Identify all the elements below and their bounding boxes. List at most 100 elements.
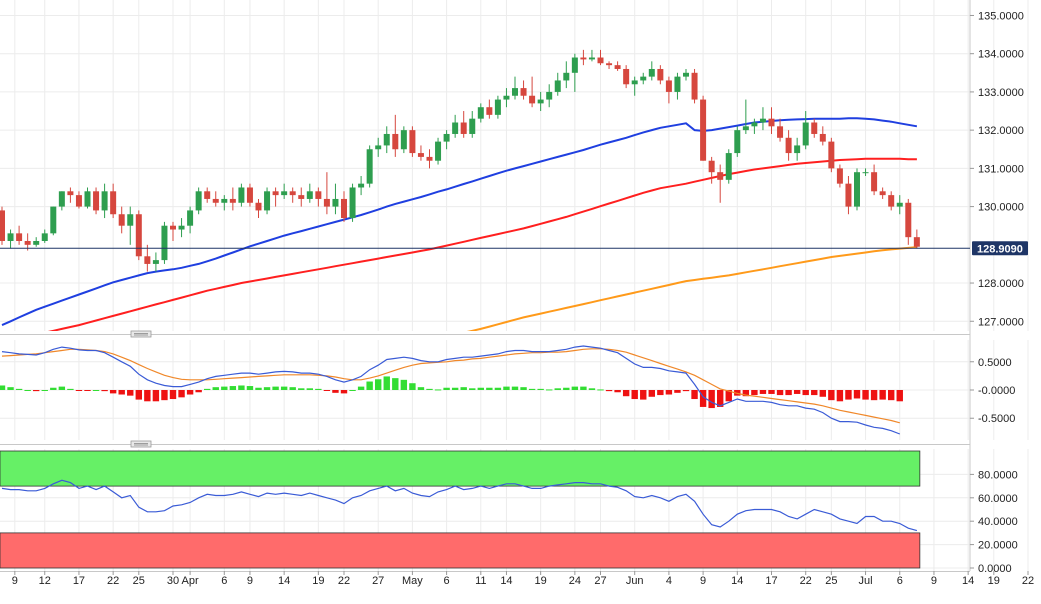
macd-histogram-bar: [563, 387, 570, 390]
macd-histogram-bar: [323, 390, 331, 391]
candle-body: [811, 122, 818, 134]
candle-body: [913, 237, 920, 247]
macd-histogram-bar: [759, 390, 767, 394]
macd-histogram-bar: [451, 387, 459, 390]
candle-body: [691, 72, 698, 100]
macd-histogram-bar: [511, 386, 519, 390]
candle-body: [323, 198, 330, 207]
candle-body: [246, 187, 253, 203]
candle-body: [802, 122, 809, 146]
current-price-badge: [972, 241, 1028, 256]
macd-histogram-bar: [828, 390, 835, 401]
candle-body: [110, 191, 117, 215]
x-tick-label: 25: [133, 575, 145, 587]
price-tick-label: 132.0000: [978, 125, 1024, 137]
macd-histogram-bar: [212, 387, 219, 390]
candle-body: [118, 214, 125, 226]
macd-histogram-bar: [375, 379, 382, 390]
macd-histogram-bar: [298, 388, 305, 390]
candle-body: [819, 133, 826, 142]
candle-body: [212, 198, 219, 203]
candle-body: [871, 172, 878, 192]
x-tick-label: 17: [765, 575, 777, 587]
price-tick-label: 131.0000: [978, 163, 1024, 175]
macd-series: [0, 345, 903, 435]
x-tick-label: 19: [312, 575, 324, 587]
x-tick-label: 4: [666, 575, 672, 587]
candle-body: [529, 95, 536, 104]
macd-histogram-bar: [793, 390, 801, 394]
macd-histogram-bar: [819, 390, 826, 397]
macd-histogram-bar: [605, 390, 613, 392]
macd-histogram-bar: [0, 385, 6, 390]
macd-histogram-bar: [896, 390, 903, 402]
candle-body: [67, 191, 74, 196]
x-tick-label: 19: [535, 575, 547, 587]
candle-body: [358, 183, 365, 188]
macd-histogram-bar: [537, 388, 544, 390]
candle-body: [648, 68, 655, 77]
macd-histogram-bar: [588, 388, 596, 390]
candle-body: [862, 172, 869, 174]
candle-body: [33, 240, 40, 245]
candle-body: [905, 202, 912, 238]
candle-body: [16, 233, 23, 241]
macd-histogram-bar: [101, 390, 108, 392]
macd-histogram-bar: [238, 385, 245, 390]
macd-histogram-bar: [657, 390, 664, 396]
macd-histogram-bar: [674, 390, 681, 393]
price-grid: [0, 0, 1029, 331]
x-tick-label: 9: [700, 575, 706, 587]
date-axis: 9 12 17 22 25 30 Apr 6 9 14 19 22 27 May 6 11 14 19 24 27 Ju…: [12, 571, 1034, 587]
macd-histogram-bar: [280, 386, 288, 390]
macd-tick-label: -0.0000: [978, 385, 1015, 397]
candle-body: [435, 141, 442, 161]
price-tick-label: 127.0000: [978, 316, 1024, 328]
macd-histogram-bar: [554, 388, 561, 390]
candle-body: [734, 130, 741, 154]
macd-histogram-bar: [426, 388, 433, 390]
macd-histogram-bar: [811, 390, 818, 396]
x-tick-label: 6: [221, 575, 227, 587]
candle-body: [383, 133, 390, 146]
macd-histogram-bar: [742, 390, 750, 397]
candle-body: [708, 160, 715, 173]
x-tick-label: 14: [731, 575, 743, 587]
x-tick-label: Apr: [182, 575, 199, 587]
candle-body: [777, 126, 784, 138]
pane-resize-handle-2[interactable]: [130, 440, 152, 448]
macd-histogram-bar: [640, 390, 647, 400]
macd-histogram-bar: [546, 389, 553, 391]
macd-histogram-bar: [409, 383, 416, 390]
candle-body: [700, 99, 707, 161]
macd-histogram-bar: [92, 390, 100, 391]
candle-body: [75, 195, 82, 207]
candle-body: [204, 191, 211, 199]
macd-histogram-bar: [751, 390, 758, 396]
macd-histogram-bar: [7, 387, 14, 390]
candle-body: [631, 80, 638, 85]
candle-body: [469, 118, 476, 134]
pane-resize-handle-1[interactable]: [130, 330, 152, 338]
x-tick-label: May: [402, 575, 423, 587]
macd-histogram-bar: [204, 388, 211, 390]
candle-body: [879, 191, 886, 196]
price-tick-label: 133.0000: [978, 87, 1024, 99]
rsi-oversold-zone: [0, 532, 921, 569]
macd-histogram-bar: [853, 390, 861, 399]
candle-body: [332, 198, 339, 207]
macd-histogram-bar: [665, 390, 673, 395]
candle-body: [888, 195, 895, 207]
macd-histogram-bar: [417, 387, 425, 390]
macd-histogram-bar: [571, 386, 579, 390]
candle-body: [571, 57, 578, 73]
candle-body: [520, 88, 527, 96]
macd-histogram-bar: [67, 388, 74, 390]
macd-axis: 0.5000 -0.0000 -0.5000: [970, 357, 1015, 425]
candle-body: [845, 183, 852, 207]
x-tick-label: 22: [338, 575, 350, 587]
x-tick-label: 6: [444, 575, 450, 587]
macd-histogram-bar: [725, 390, 732, 402]
rsi-tick-label: 20.0000: [978, 540, 1018, 552]
